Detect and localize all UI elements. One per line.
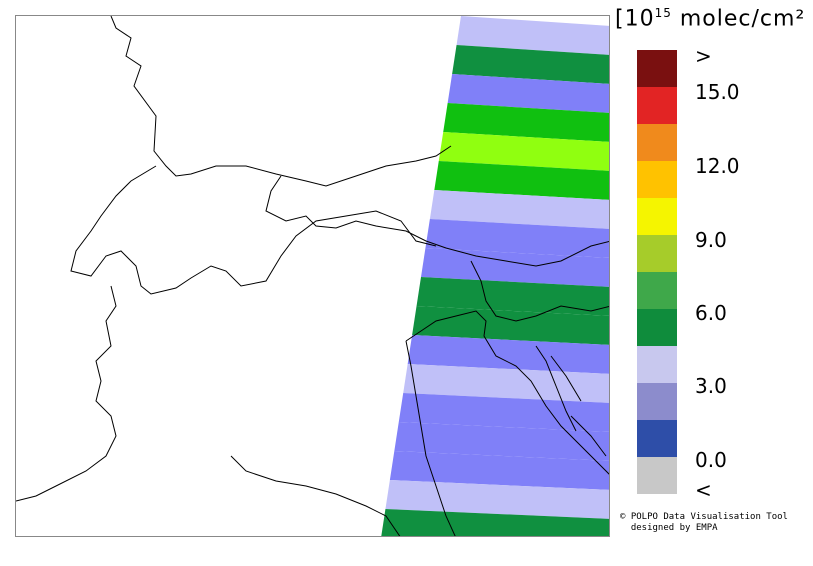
legend-tick-label: <	[695, 478, 712, 502]
legend-swatch	[637, 87, 677, 124]
legend-swatch	[637, 272, 677, 309]
legend-swatch	[637, 161, 677, 198]
color-legend	[637, 50, 677, 494]
satellite-swath	[381, 16, 609, 536]
country-borders	[16, 16, 609, 536]
coast-italy-east	[405, 340, 456, 536]
map-canvas	[16, 16, 609, 536]
legend-tick-label: 15.0	[695, 80, 740, 104]
legend-swatch	[637, 309, 677, 346]
border-italy-south	[230, 455, 401, 536]
legend-tick-label: 9.0	[695, 228, 727, 252]
legend-swatch	[637, 124, 677, 161]
legend-tick-label: 12.0	[695, 154, 740, 178]
border-france-germany	[110, 16, 452, 187]
coast-adriatic	[405, 310, 609, 475]
swath-band	[389, 451, 609, 490]
swath-band	[385, 480, 609, 519]
credit-text: © POLPO Data Visualisation Tool designed…	[620, 512, 788, 533]
swath-band	[381, 509, 609, 536]
islands-croatia	[535, 345, 607, 457]
swath-band	[421, 248, 609, 287]
swath-band	[447, 74, 609, 113]
swath-band	[438, 132, 609, 171]
legend-swatch	[637, 198, 677, 235]
border-slovenia	[470, 260, 609, 322]
swath-band	[456, 16, 609, 55]
swath-band	[443, 103, 609, 142]
swath-band	[434, 161, 609, 200]
legend-swatch	[637, 457, 677, 494]
legend-swatch	[637, 346, 677, 383]
legend-tick-label: >	[695, 44, 712, 68]
unit-label: [1015 molec/cm² ]	[615, 6, 806, 32]
swath-band	[425, 219, 609, 258]
border-austria	[265, 175, 609, 267]
swath-band	[398, 393, 609, 432]
legend-tick-label: 0.0	[695, 448, 727, 472]
legend-swatch	[637, 235, 677, 272]
border-italy-france	[16, 285, 117, 502]
legend-tick-label: 3.0	[695, 374, 727, 398]
swath-band	[394, 422, 609, 461]
legend-tick-label: 6.0	[695, 301, 727, 325]
swath-band	[412, 306, 609, 345]
map-panel	[15, 15, 610, 537]
swath-band	[403, 364, 609, 403]
swath-band	[452, 45, 609, 84]
border-swiss	[70, 165, 437, 295]
swath-band	[429, 190, 609, 229]
legend-swatch	[637, 383, 677, 420]
legend-swatch	[637, 420, 677, 457]
legend-swatch	[637, 50, 677, 87]
swath-band	[407, 335, 609, 374]
